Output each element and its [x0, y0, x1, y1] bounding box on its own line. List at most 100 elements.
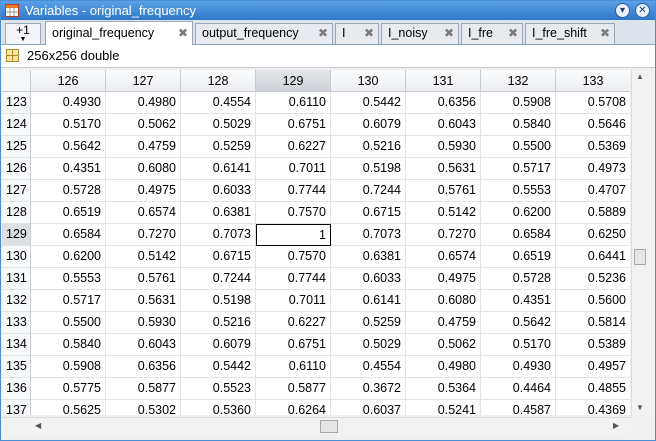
- table-cell[interactable]: 0.5930: [406, 136, 481, 158]
- table-cell[interactable]: 0.6079: [331, 114, 406, 136]
- table-cell[interactable]: 0.7073: [331, 224, 406, 246]
- table-cell[interactable]: 0.5364: [406, 378, 481, 400]
- table-cell[interactable]: 0.5241: [406, 400, 481, 415]
- table-cell[interactable]: 0.5646: [556, 114, 630, 136]
- vertical-scroll-thumb[interactable]: [634, 249, 646, 265]
- table-cell[interactable]: 0.6200: [31, 246, 106, 268]
- scroll-down-icon[interactable]: ▼: [636, 403, 644, 412]
- table-cell[interactable]: 0.5553: [481, 180, 556, 202]
- table-cell[interactable]: 0.4759: [406, 312, 481, 334]
- table-cell[interactable]: 0.4759: [106, 136, 181, 158]
- table-cell[interactable]: 0.6141: [331, 290, 406, 312]
- table-cell[interactable]: 0.5631: [106, 290, 181, 312]
- tab-i-fre-shift[interactable]: I_fre_shift ✖: [525, 23, 615, 44]
- table-cell[interactable]: 0.6033: [181, 180, 256, 202]
- table-cell[interactable]: 0.4980: [106, 92, 181, 114]
- row-header[interactable]: 133: [2, 312, 31, 334]
- new-variable-tab-button[interactable]: +1 ▼: [5, 23, 41, 44]
- table-cell[interactable]: 0.4351: [481, 290, 556, 312]
- tab-i-noisy[interactable]: I_noisy ✖: [381, 23, 459, 44]
- table-cell[interactable]: 0.5500: [31, 312, 106, 334]
- table-cell[interactable]: 0.7744: [256, 268, 331, 290]
- table-cell[interactable]: 0.5553: [31, 268, 106, 290]
- row-header[interactable]: 127: [2, 180, 31, 202]
- tab-i-fre[interactable]: I_fre ✖: [461, 23, 523, 44]
- table-cell[interactable]: 0.5908: [481, 92, 556, 114]
- table-cell[interactable]: 0.6519: [481, 246, 556, 268]
- table-cell[interactable]: 0.5840: [31, 334, 106, 356]
- table-cell[interactable]: 0.6110: [256, 92, 331, 114]
- table-cell[interactable]: 0.6037: [331, 400, 406, 415]
- row-header[interactable]: 131: [2, 268, 31, 290]
- column-header[interactable]: 131: [406, 70, 481, 92]
- scroll-right-icon[interactable]: ▶: [613, 421, 620, 430]
- row-header[interactable]: 130: [2, 246, 31, 268]
- table-cell[interactable]: 0.6381: [331, 246, 406, 268]
- table-cell[interactable]: 0.7011: [256, 290, 331, 312]
- table-cell[interactable]: 0.6250: [556, 224, 630, 246]
- table-cell[interactable]: 0.5062: [406, 334, 481, 356]
- column-header[interactable]: 129: [256, 70, 331, 92]
- table-cell[interactable]: 0.5369: [556, 136, 630, 158]
- table-cell[interactable]: 0.5631: [406, 158, 481, 180]
- table-cell[interactable]: 0.6715: [331, 202, 406, 224]
- table-cell[interactable]: 0.6200: [481, 202, 556, 224]
- table-cell[interactable]: 0.6751: [256, 334, 331, 356]
- table-cell[interactable]: 0.6751: [256, 114, 331, 136]
- table-cell[interactable]: 0.6574: [106, 202, 181, 224]
- table-cell[interactable]: 0.5029: [181, 114, 256, 136]
- table-cell[interactable]: 0.5062: [106, 114, 181, 136]
- table-cell[interactable]: 0.4855: [556, 378, 630, 400]
- table-cell[interactable]: 0.7244: [331, 180, 406, 202]
- table-cell[interactable]: 0.5600: [556, 290, 630, 312]
- table-cell[interactable]: 0.4930: [31, 92, 106, 114]
- table-cell[interactable]: 0.5259: [331, 312, 406, 334]
- tab-output-frequency[interactable]: output_frequency ✖: [195, 23, 333, 44]
- table-cell[interactable]: 0.5877: [256, 378, 331, 400]
- table-cell[interactable]: 0.4975: [106, 180, 181, 202]
- row-header[interactable]: 137: [2, 400, 31, 415]
- table-cell[interactable]: 0.7570: [256, 246, 331, 268]
- table-cell[interactable]: 0.3672: [331, 378, 406, 400]
- table-cell[interactable]: 0.6441: [556, 246, 630, 268]
- row-header[interactable]: 135: [2, 356, 31, 378]
- table-cell[interactable]: 0.6110: [256, 356, 331, 378]
- close-icon[interactable]: ✖: [317, 26, 328, 40]
- table-cell[interactable]: 0.5236: [556, 268, 630, 290]
- grid-corner[interactable]: [2, 70, 31, 92]
- close-icon[interactable]: ✖: [443, 26, 454, 40]
- scroll-up-icon[interactable]: ▲: [636, 72, 644, 81]
- table-cell[interactable]: 0.6715: [181, 246, 256, 268]
- table-cell[interactable]: 0.6381: [181, 202, 256, 224]
- table-cell[interactable]: 0.5930: [106, 312, 181, 334]
- table-cell[interactable]: 0.4351: [31, 158, 106, 180]
- column-header[interactable]: 133: [556, 70, 630, 92]
- row-header[interactable]: 128: [2, 202, 31, 224]
- table-cell[interactable]: 0.5728: [31, 180, 106, 202]
- options-menu-button[interactable]: ▾: [615, 3, 630, 18]
- table-cell[interactable]: 0.5259: [181, 136, 256, 158]
- table-cell[interactable]: 0.5728: [481, 268, 556, 290]
- row-header[interactable]: 126: [2, 158, 31, 180]
- table-cell[interactable]: 0.6227: [256, 136, 331, 158]
- table-cell[interactable]: 0.6033: [331, 268, 406, 290]
- tab-i[interactable]: I ✖: [335, 23, 379, 44]
- table-cell[interactable]: 0.6080: [106, 158, 181, 180]
- table-cell[interactable]: 0.6574: [406, 246, 481, 268]
- table-cell[interactable]: 0.6519: [31, 202, 106, 224]
- table-cell[interactable]: 0.6227: [256, 312, 331, 334]
- table-cell[interactable]: 0.5625: [31, 400, 106, 415]
- table-cell[interactable]: 0.7570: [256, 202, 331, 224]
- table-cell[interactable]: 0.5717: [31, 290, 106, 312]
- table-cell[interactable]: 0.5889: [556, 202, 630, 224]
- row-header[interactable]: 132: [2, 290, 31, 312]
- close-icon[interactable]: ✖: [507, 26, 518, 40]
- row-header[interactable]: 124: [2, 114, 31, 136]
- column-header[interactable]: 130: [331, 70, 406, 92]
- table-cell[interactable]: 0.4554: [331, 356, 406, 378]
- table-cell[interactable]: 0.5198: [331, 158, 406, 180]
- table-cell[interactable]: 0.7270: [106, 224, 181, 246]
- table-cell[interactable]: 0.4930: [481, 356, 556, 378]
- table-cell[interactable]: 0.5761: [106, 268, 181, 290]
- table-cell[interactable]: 0.5708: [556, 92, 630, 114]
